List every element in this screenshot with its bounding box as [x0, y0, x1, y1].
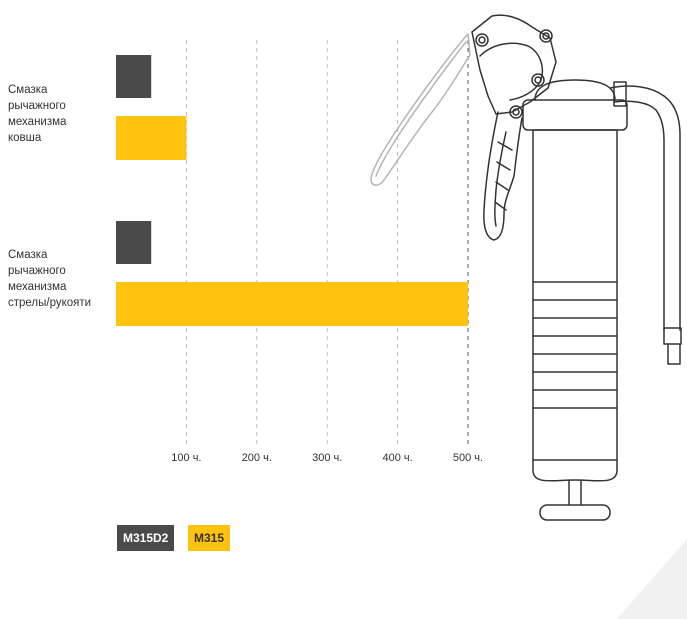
- legend-item-m315d2: M315D2: [117, 525, 175, 551]
- bar-m315-2: [116, 282, 468, 326]
- grid-lines: [185, 40, 469, 445]
- x-tick-label: 100 ч.: [171, 452, 202, 464]
- grease-gun-icon: [370, 14, 682, 521]
- x-tick-label: 200 ч.: [241, 452, 272, 464]
- bar-m315d2-1: [116, 55, 152, 98]
- x-tick-label: 500 ч.: [452, 452, 484, 464]
- corner-decoration: [617, 539, 687, 619]
- x-tick-label: 400 ч.: [382, 452, 413, 464]
- category-label: Смазка рычажного механизма стрелы/рукоят…: [8, 249, 92, 309]
- x-tick-label: 300 ч.: [312, 452, 343, 464]
- legend-item-m315: M315: [188, 525, 231, 551]
- bar-m315-1: [116, 116, 187, 160]
- category-label: Смазка рычажного механизма ковша: [8, 84, 67, 144]
- bars: [116, 55, 468, 326]
- bar-m315d2-2: [116, 221, 152, 264]
